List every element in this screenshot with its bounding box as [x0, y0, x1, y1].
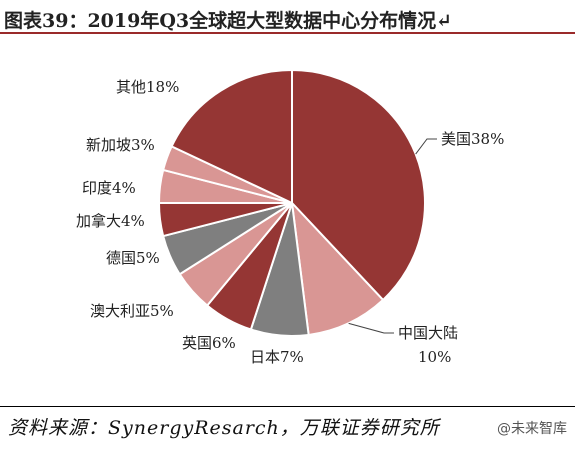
- slice-label: 中国大陆 10%: [398, 324, 458, 366]
- pie-slice: [170, 68, 293, 205]
- slice-label: 日本7%: [250, 348, 304, 366]
- slice-label: 英国6%: [182, 334, 236, 352]
- slice-label: 印度4%: [82, 179, 136, 197]
- leader-line: [348, 322, 394, 334]
- leader-line: [415, 138, 437, 155]
- slice-label: 德国5%: [106, 249, 160, 267]
- watermark: @未来智库: [497, 421, 567, 437]
- source-note: 资料来源：SynergyResarch，万联证券研究所: [8, 417, 440, 439]
- footer-divider: [0, 406, 575, 407]
- slice-label: 其他18%: [116, 78, 179, 96]
- slice-label: 美国38%: [441, 130, 504, 148]
- pie-chart: 美国38% 中国大陆 10% 日本7% 英国6% 澳大利亚5% 德国5% 加拿大4% 印度4% 新…: [76, 68, 504, 366]
- slice-label: 加拿大4%: [76, 212, 145, 230]
- chart-title: 图表39：2019年Q3全球超大型数据中心分布情况↵: [4, 10, 453, 32]
- slice-label: 新加坡3%: [86, 136, 155, 154]
- slice-label: 澳大利亚5%: [90, 302, 174, 320]
- pie-slice: [290, 200, 385, 337]
- title-divider: [0, 32, 575, 34]
